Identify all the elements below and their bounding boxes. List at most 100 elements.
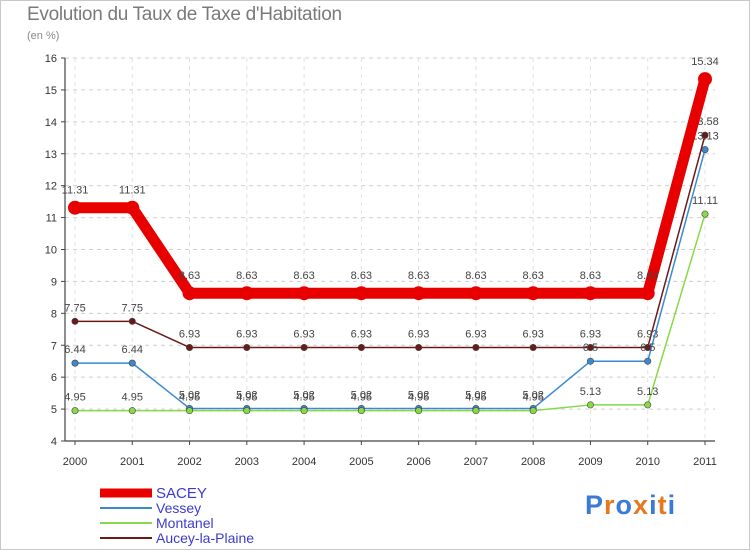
data-label: 6.93 <box>179 328 200 340</box>
logo-letter: i <box>667 490 677 520</box>
chart-title: Evolution du Taux de Taxe d'Habitation <box>27 4 342 25</box>
data-label: 5.02 <box>293 389 314 401</box>
y-tick-label: 4 <box>51 436 57 448</box>
chart-subtitle: (en %) <box>27 30 60 42</box>
legend-label: Vessey <box>156 500 201 516</box>
data-point <box>472 343 480 351</box>
series-line-vessey <box>74 148 706 410</box>
x-tick-label: 2002 <box>177 456 201 468</box>
y-tick-label: 8 <box>51 308 57 320</box>
data-point <box>182 286 197 301</box>
data-point <box>71 407 79 415</box>
y-tick-label: 7 <box>51 340 57 352</box>
data-point <box>125 200 140 215</box>
x-tick-label: 2005 <box>349 456 373 468</box>
data-point <box>300 407 308 415</box>
logo-letter: o <box>615 490 634 520</box>
data-point <box>701 146 709 154</box>
logo-letter: t <box>657 490 668 520</box>
data-point <box>698 72 712 87</box>
data-label: 8.63 <box>637 270 658 282</box>
data-label: 7.75 <box>122 302 143 314</box>
data-label: 5.13 <box>637 386 658 398</box>
x-tick-label: 2011 <box>693 456 717 468</box>
data-point <box>468 286 483 301</box>
data-label: 11.31 <box>62 185 89 197</box>
data-point <box>71 317 79 325</box>
data-point <box>128 359 136 367</box>
data-label: 13.13 <box>691 131 719 143</box>
data-label: 6.5 <box>640 342 655 354</box>
y-tick-label: 14 <box>45 117 57 129</box>
data-point <box>357 407 365 415</box>
data-label: 11.31 <box>119 185 146 197</box>
data-point <box>300 343 308 351</box>
data-label: 6.93 <box>293 328 314 340</box>
series-line-sacey <box>69 73 711 299</box>
data-label: 4.95 <box>351 392 372 404</box>
data-point <box>529 343 537 351</box>
legend-label: Montanel <box>156 515 214 531</box>
y-tick-label: 12 <box>45 181 57 193</box>
data-point <box>411 286 426 301</box>
data-label: 8.63 <box>351 270 372 282</box>
data-point <box>354 286 369 301</box>
logo-letter: r <box>604 490 616 520</box>
legend-label: SACEY <box>156 485 207 502</box>
data-point <box>583 286 598 301</box>
x-tick-label: 2008 <box>521 456 545 468</box>
x-tick-label: 2007 <box>464 456 488 468</box>
data-point <box>186 407 194 415</box>
data-label: 7.75 <box>64 302 85 314</box>
data-point <box>71 359 79 367</box>
data-point <box>128 317 136 325</box>
y-tick-label: 5 <box>51 404 57 416</box>
data-label: 6.93 <box>522 328 543 340</box>
data-point <box>526 286 541 301</box>
data-point <box>472 407 480 415</box>
logo-letter: x <box>633 490 650 520</box>
data-label: 4.95 <box>122 392 143 404</box>
y-tick-label: 9 <box>51 276 57 288</box>
x-tick-label: 2003 <box>235 456 259 468</box>
logo-letter: P <box>585 490 605 520</box>
data-label: 8.63 <box>236 270 257 282</box>
legend-label: Aucey-la-Plaine <box>156 530 254 546</box>
data-label: 5.02 <box>408 389 429 401</box>
data-label: 8.63 <box>408 270 429 282</box>
series-line-aucey-la-plaine <box>74 134 706 349</box>
x-tick-label: 2000 <box>63 456 87 468</box>
data-point <box>529 407 537 415</box>
data-point <box>243 343 251 351</box>
data-label: 11.11 <box>692 195 718 207</box>
data-label: 4.95 <box>236 392 257 404</box>
x-tick-label: 2004 <box>292 456 316 468</box>
data-point <box>68 200 82 215</box>
data-label: 8.63 <box>293 270 314 282</box>
y-tick-label: 13 <box>45 149 57 161</box>
x-tick-label: 2006 <box>406 456 430 468</box>
y-tick-label: 11 <box>46 213 57 225</box>
data-point <box>701 131 709 139</box>
data-point <box>415 407 423 415</box>
series-line-montanel <box>74 213 706 412</box>
data-point <box>239 286 254 301</box>
data-label: 6.93 <box>580 328 601 340</box>
data-label: 6.93 <box>408 328 429 340</box>
logo-letter: i <box>649 490 658 520</box>
data-label: 4.95 <box>408 392 429 404</box>
data-label: 5.02 <box>522 389 543 401</box>
data-point <box>644 401 652 409</box>
data-label: 6.5 <box>583 342 598 354</box>
data-label: 6.93 <box>465 328 486 340</box>
data-point <box>586 357 594 365</box>
data-point <box>357 343 365 351</box>
data-label: 8.63 <box>465 270 486 282</box>
data-point <box>243 407 251 415</box>
data-point <box>297 286 312 301</box>
data-label: 5.02 <box>351 389 372 401</box>
y-tick-label: 10 <box>45 245 57 257</box>
data-point <box>644 357 652 365</box>
